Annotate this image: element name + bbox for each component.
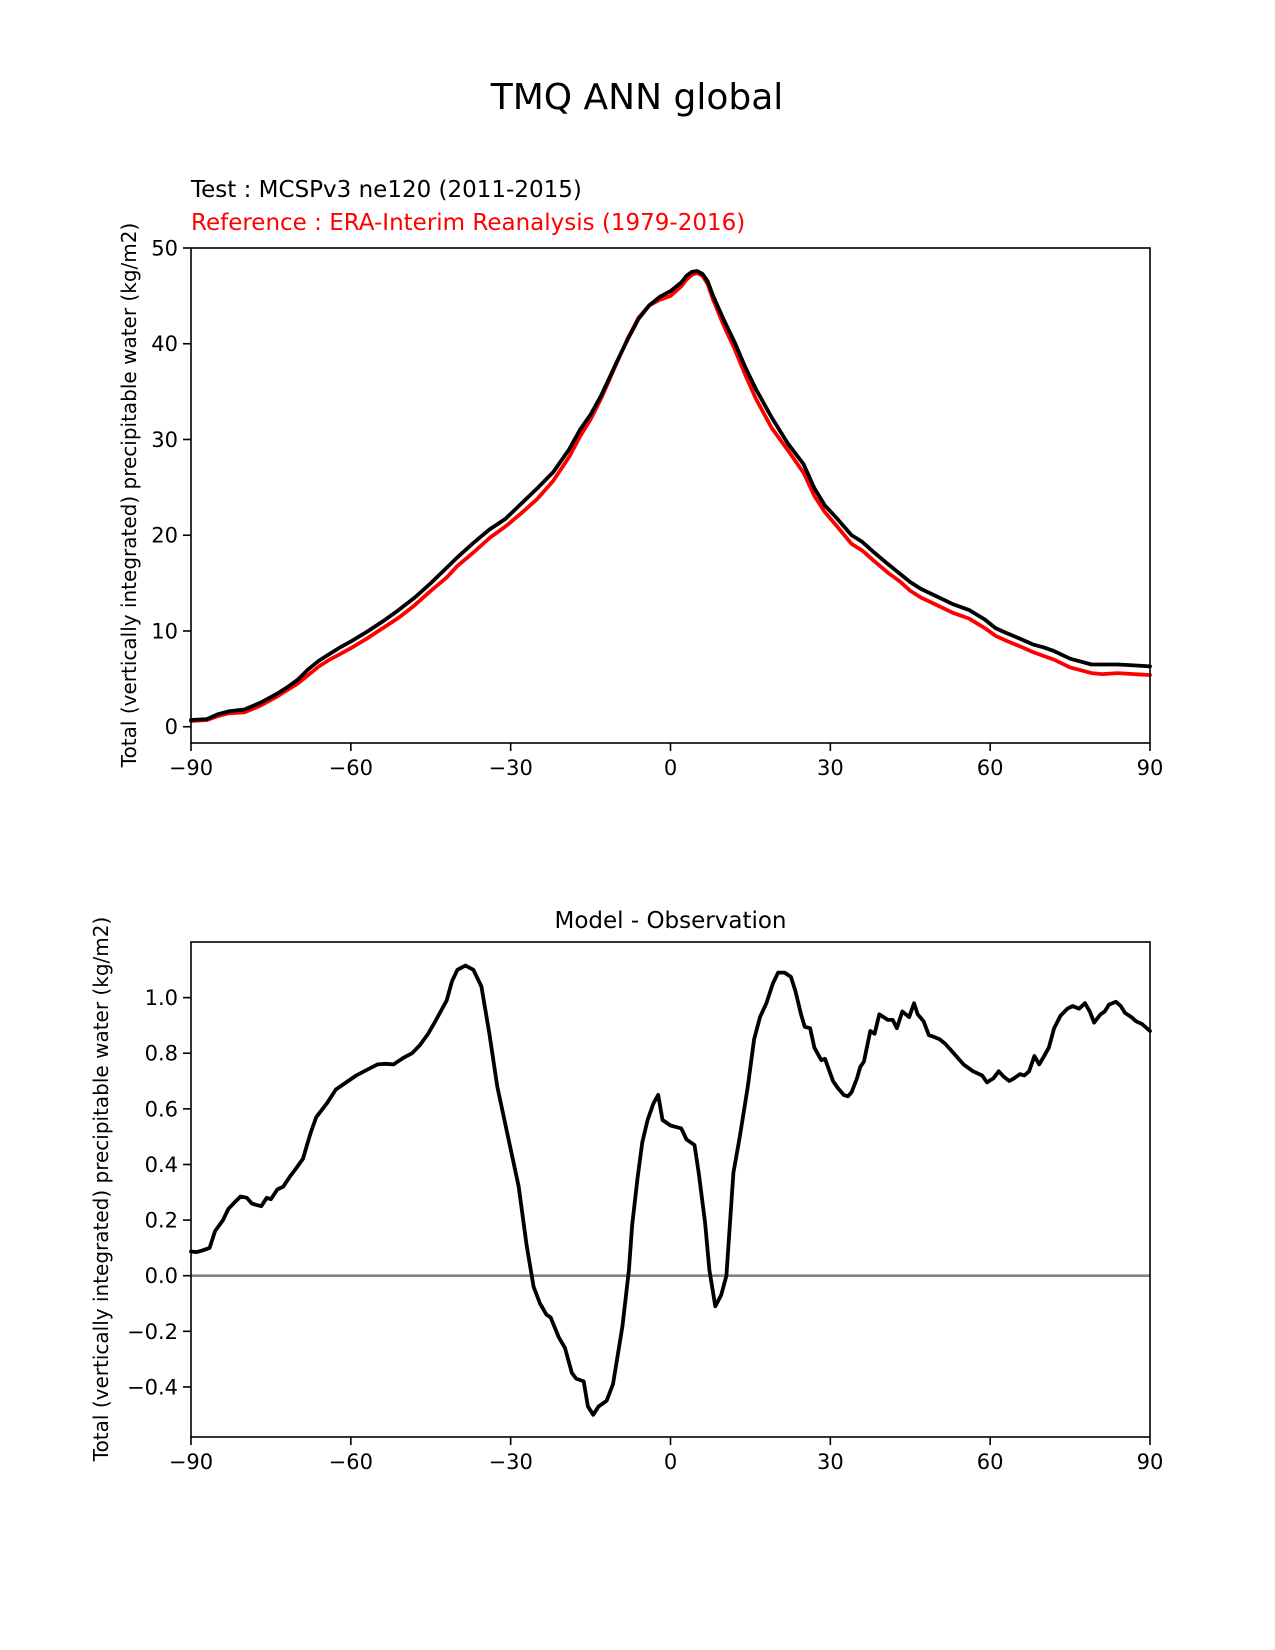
figure-title: TMQ ANN global <box>490 77 784 118</box>
x-tick-label: 30 <box>817 1450 844 1474</box>
bottom-y-axis-label: Total (vertically integrated) precipitab… <box>89 917 113 1463</box>
y-tick-label: −0.4 <box>127 1375 178 1399</box>
y-tick-label: 40 <box>151 332 178 356</box>
y-tick-label: 0.0 <box>145 1264 178 1288</box>
x-tick-label: −30 <box>489 1450 533 1474</box>
test-series-line <box>189 269 1152 722</box>
top-x-axis: −90 −60 −30 0 30 60 90 <box>169 743 1164 780</box>
bottom-plot-frame <box>190 941 1151 1438</box>
difference-series-line <box>189 963 1152 1417</box>
y-tick-label: 30 <box>151 428 178 452</box>
x-tick-label: 60 <box>977 1450 1004 1474</box>
x-tick-label: 30 <box>817 756 844 780</box>
y-tick-label: 1.0 <box>145 986 178 1010</box>
reference-series-line <box>189 270 1152 723</box>
y-tick-label: 10 <box>151 619 178 643</box>
y-tick-label: 0.8 <box>145 1042 178 1066</box>
reference-label: Reference : ERA-Interim Reanalysis (1979… <box>191 210 745 236</box>
x-tick-label: −60 <box>329 1450 373 1474</box>
y-tick-label: 0.6 <box>145 1097 178 1121</box>
x-tick-label: −90 <box>169 756 213 780</box>
bottom-panel-title: Model - Observation <box>554 908 786 934</box>
x-tick-label: 0 <box>664 756 677 780</box>
x-tick-label: 60 <box>977 756 1004 780</box>
bottom-x-axis: −90 −60 −30 0 30 60 90 <box>169 1437 1164 1474</box>
y-tick-label: 50 <box>151 237 178 261</box>
y-tick-label: −0.2 <box>127 1320 178 1344</box>
top-plot-frame <box>190 247 1151 744</box>
x-tick-label: 90 <box>1137 756 1164 780</box>
x-tick-label: −60 <box>329 756 373 780</box>
y-tick-label: 20 <box>151 524 178 548</box>
y-tick-label: 0 <box>165 715 178 739</box>
top-y-axis-label: Total (vertically integrated) precipitab… <box>117 223 141 769</box>
y-tick-label: 0.2 <box>145 1209 178 1233</box>
top-plot-area <box>189 269 1152 723</box>
test-label: Test : MCSPv3 ne120 (2011-2015) <box>190 177 582 203</box>
bottom-plot-area <box>189 963 1152 1417</box>
top-y-axis: 0 10 20 30 40 50 <box>151 237 191 739</box>
bottom-panel: Model - Observation −90 −60 −30 0 30 60 90 −0.… <box>89 908 1163 1474</box>
x-tick-label: −90 <box>169 1450 213 1474</box>
x-tick-label: 90 <box>1137 1450 1164 1474</box>
x-tick-label: −30 <box>489 756 533 780</box>
x-tick-label: 0 <box>664 1450 677 1474</box>
top-panel: Test : MCSPv3 ne120 (2011-2015) Referenc… <box>117 177 1163 780</box>
y-tick-label: 0.4 <box>145 1153 178 1177</box>
bottom-y-axis: −0.4 −0.2 0.0 0.2 0.4 0.6 0.8 1.0 <box>127 986 191 1399</box>
